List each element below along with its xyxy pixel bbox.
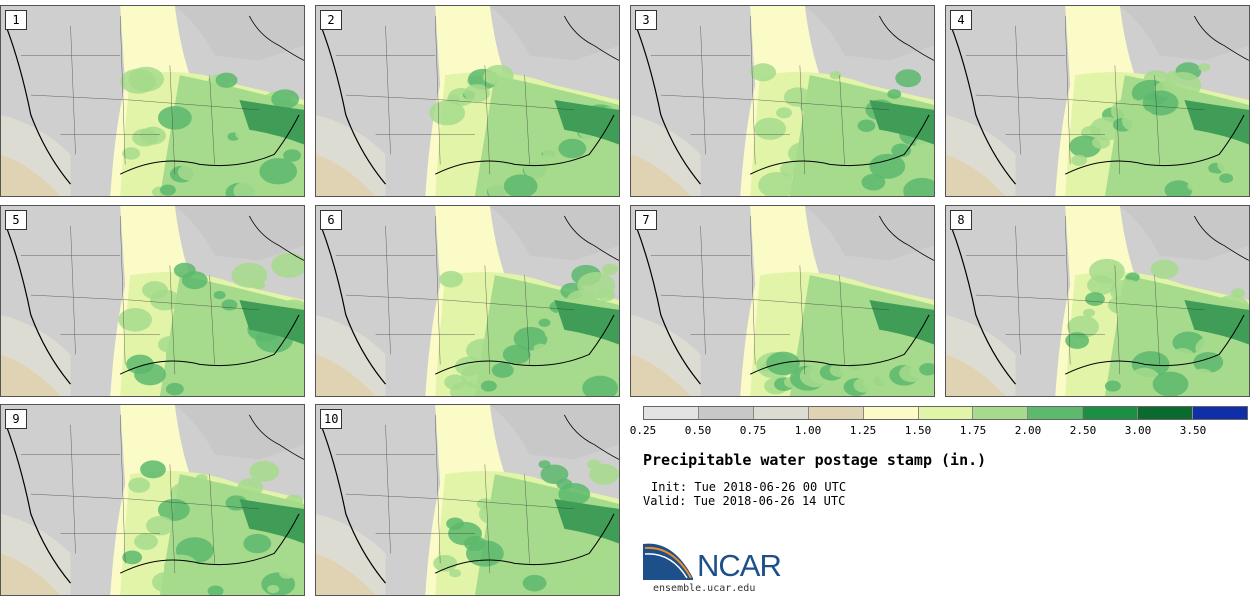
colorbar-swatch	[1028, 407, 1084, 419]
member-number-label: 6	[320, 210, 342, 230]
member-number-label: 10	[320, 409, 343, 429]
init-time: Init: Tue 2018-06-26 00 UTC	[651, 480, 847, 494]
ensemble-member-map: 2	[315, 5, 620, 197]
colorbar	[643, 406, 1248, 420]
colorbar-swatch	[973, 407, 1029, 419]
colorbar-swatch	[698, 407, 754, 419]
member-number-label: 5	[5, 210, 27, 230]
ensemble-member-map: 8	[945, 205, 1250, 397]
plot-title: Precipitable water postage stamp (in.)	[643, 451, 987, 469]
colorbar-swatch	[808, 407, 864, 419]
colorbar-tick-label: 1.00	[794, 424, 822, 437]
colorbar-tick-label: 0.25	[629, 424, 657, 437]
member-number-label: 2	[320, 10, 342, 30]
member-number-label: 8	[950, 210, 972, 230]
member-number-label: 1	[5, 10, 27, 30]
ensemble-member-map: 6	[315, 205, 620, 397]
colorbar-tick-label: 1.50	[904, 424, 932, 437]
member-number-label: 9	[5, 409, 27, 429]
ensemble-member-map: 9	[0, 404, 305, 596]
colorbar-tick-label: 1.75	[959, 424, 987, 437]
member-number-label: 3	[635, 10, 657, 30]
colorbar-tick-label: 0.50	[684, 424, 712, 437]
ensemble-member-map: 7	[630, 205, 935, 397]
site-url: ensemble.ucar.edu	[653, 583, 756, 594]
ensemble-member-map: 3	[630, 5, 935, 197]
member-number-label: 7	[635, 210, 657, 230]
colorbar-swatch	[1138, 407, 1194, 419]
colorbar-tick-label: 3.00	[1124, 424, 1152, 437]
colorbar-tick-label: 1.25	[849, 424, 877, 437]
ensemble-member-map: 4	[945, 5, 1250, 197]
colorbar-ticks: 0.25 0.50 0.75 1.00 1.25 1.50 1.75 2.00 2.50 3.00…	[630, 424, 1260, 440]
valid-time: Valid: Tue 2018-06-26 14 UTC	[643, 494, 846, 508]
ensemble-member-map: 10	[315, 404, 620, 596]
colorbar-tick-label: 2.00	[1014, 424, 1042, 437]
colorbar-swatch	[644, 407, 699, 419]
colorbar-tick-label: 2.50	[1069, 424, 1097, 437]
ensemble-member-map: 5	[0, 205, 305, 397]
ncar-logo-icon	[643, 543, 693, 580]
colorbar-swatch	[1193, 407, 1247, 419]
ensemble-member-map: 1	[0, 5, 305, 197]
colorbar-swatch	[753, 407, 809, 419]
colorbar-tick-label: 0.75	[739, 424, 767, 437]
colorbar-swatch	[918, 407, 974, 419]
member-number-label: 4	[950, 10, 972, 30]
colorbar-tick-label: 3.50	[1179, 424, 1207, 437]
colorbar-swatch	[863, 407, 919, 419]
ncar-logo-text: NCAR	[697, 548, 782, 583]
colorbar-swatch	[1083, 407, 1139, 419]
